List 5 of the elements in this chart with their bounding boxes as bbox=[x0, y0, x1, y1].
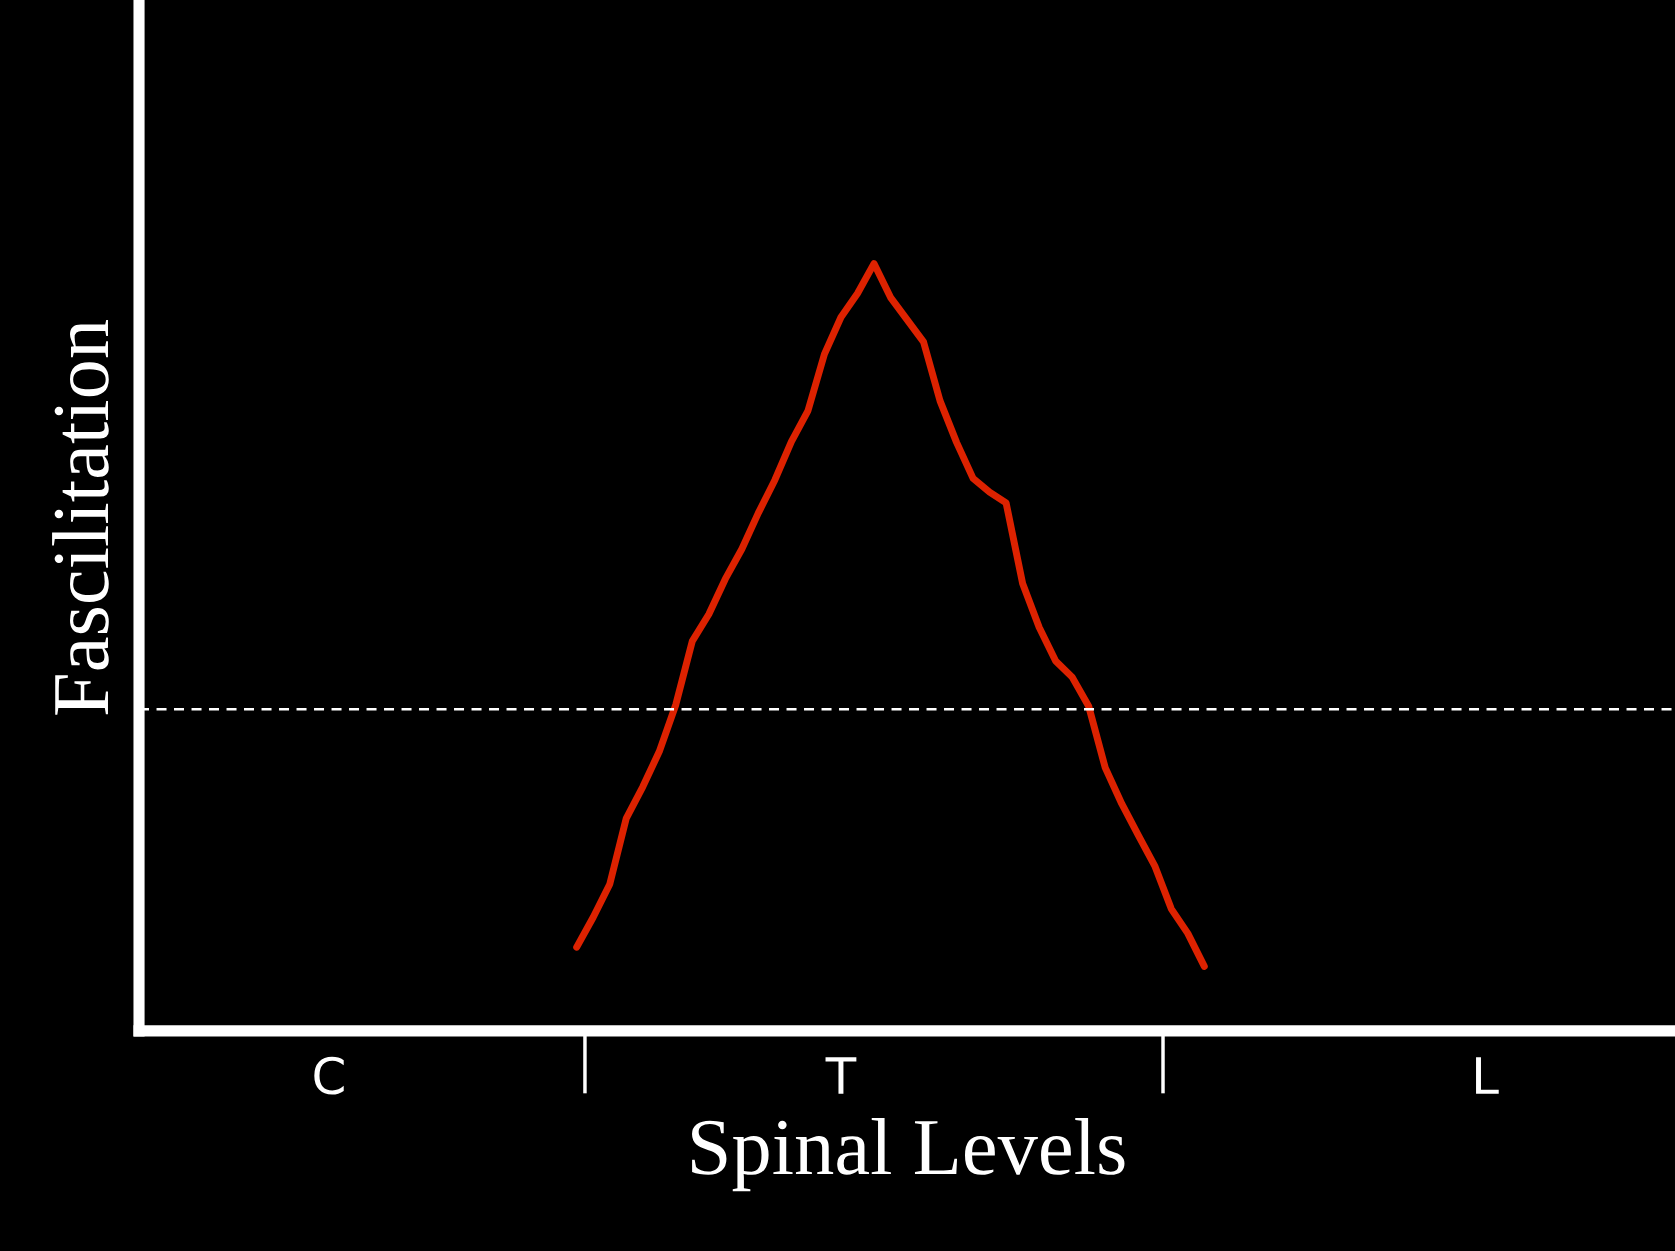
y-axis-title: Fascilitation bbox=[52, 320, 109, 715]
x-axis-title: Spinal Levels bbox=[692, 1118, 1125, 1192]
x-tick-label: C bbox=[314, 1056, 344, 1095]
x-tick-label: L bbox=[1476, 1057, 1499, 1094]
x-tick-label: T bbox=[825, 1057, 857, 1094]
